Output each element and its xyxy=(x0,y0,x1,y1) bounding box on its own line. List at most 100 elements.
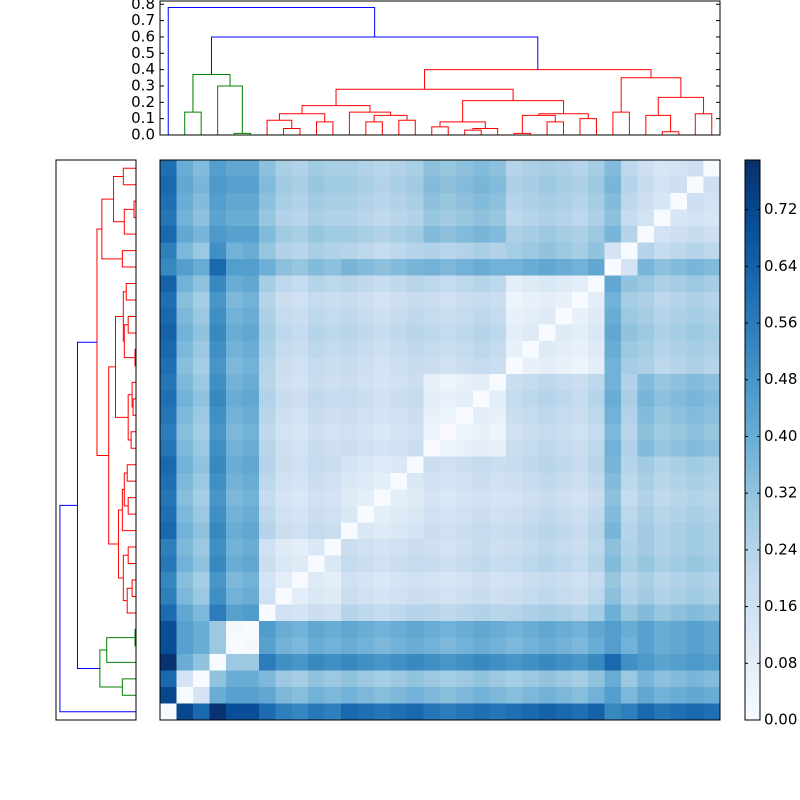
heatmap-cell xyxy=(522,604,540,622)
heatmap-cell xyxy=(209,225,227,243)
heatmap-cell xyxy=(341,670,359,688)
heatmap-cell xyxy=(687,160,704,177)
heatmap-cell xyxy=(324,571,342,589)
heatmap-cell xyxy=(456,225,474,243)
heatmap-cell xyxy=(588,160,606,177)
heatmap-cell xyxy=(209,374,227,391)
heatmap-cell xyxy=(242,324,260,342)
heatmap-cell xyxy=(308,258,326,276)
heatmap-cell xyxy=(291,472,309,490)
heatmap-cell xyxy=(423,637,441,655)
heatmap-cell xyxy=(654,324,671,342)
heatmap-cell xyxy=(407,308,424,326)
heatmap-cell xyxy=(308,160,326,177)
heatmap-cell xyxy=(604,357,622,375)
heatmap-cell xyxy=(703,357,721,375)
dendrogram-link xyxy=(424,69,652,90)
heatmap-cell xyxy=(621,440,639,457)
heatmap-cell xyxy=(423,176,441,194)
heatmap-cell xyxy=(588,588,606,606)
heatmap-cell xyxy=(423,687,441,704)
heatmap-cell xyxy=(291,407,309,424)
heatmap-cell xyxy=(374,291,391,309)
heatmap-cell xyxy=(637,258,655,276)
heatmap-cell xyxy=(588,555,606,573)
heatmap-cell xyxy=(522,670,540,688)
heatmap-cell xyxy=(571,654,589,671)
heatmap-cell xyxy=(176,357,194,375)
heatmap-cell xyxy=(407,588,424,606)
dendrogram-link xyxy=(127,497,136,515)
heatmap-cell xyxy=(670,621,688,639)
heatmap-cell xyxy=(621,654,639,671)
heatmap-cell xyxy=(291,324,309,342)
heatmap-cell xyxy=(291,604,309,622)
heatmap-cell xyxy=(308,291,326,309)
heatmap-cell xyxy=(637,176,655,194)
heatmap-cell xyxy=(324,687,342,704)
heatmap-cell xyxy=(621,423,639,441)
heatmap-cell xyxy=(654,571,671,589)
heatmap-cell xyxy=(555,160,573,177)
heatmap-cell xyxy=(687,588,704,606)
heatmap-cell xyxy=(538,703,556,721)
heatmap-cell xyxy=(341,637,359,655)
heatmap-cell xyxy=(604,440,622,457)
heatmap-cell xyxy=(538,407,556,424)
heatmap-cell xyxy=(390,341,408,359)
heatmap-cell xyxy=(489,423,507,441)
heatmap-cell xyxy=(440,324,457,342)
heatmap-cell xyxy=(390,588,408,606)
heatmap-cell xyxy=(703,242,721,260)
heatmap-cell xyxy=(440,225,457,243)
heatmap-cell xyxy=(440,291,457,309)
heatmap-cell xyxy=(538,588,556,606)
heatmap-cell xyxy=(604,176,622,194)
heatmap-cell xyxy=(192,440,210,457)
heatmap-cell xyxy=(374,390,391,408)
dendrogram-link xyxy=(462,100,565,122)
heatmap-cell xyxy=(555,654,573,671)
heatmap-cell xyxy=(275,390,293,408)
heatmap-cell xyxy=(637,588,655,606)
heatmap-cell xyxy=(456,588,474,606)
heatmap-cell xyxy=(489,374,507,391)
heatmap-cell xyxy=(225,456,243,474)
heatmap-cell xyxy=(308,390,326,408)
heatmap-cell xyxy=(588,571,606,589)
heatmap-cell xyxy=(258,308,276,326)
heatmap-cell xyxy=(291,258,309,276)
heatmap-cell xyxy=(670,275,688,293)
heatmap-cell xyxy=(423,407,441,424)
heatmap-cell xyxy=(571,407,589,424)
heatmap-cell xyxy=(505,374,523,391)
heatmap-cell xyxy=(407,703,424,721)
heatmap-cell xyxy=(505,192,523,210)
heatmap-cell xyxy=(423,357,441,375)
heatmap-cell xyxy=(654,308,671,326)
heatmap-cell xyxy=(555,407,573,424)
heatmap-cell xyxy=(489,209,507,227)
heatmap-cell xyxy=(456,604,474,622)
heatmap-cell xyxy=(654,522,671,540)
heatmap-cell xyxy=(242,670,260,688)
heatmap-cell xyxy=(357,160,375,177)
dendrogram-link xyxy=(123,472,129,507)
heatmap-cell xyxy=(192,242,210,260)
heatmap-cell xyxy=(225,176,243,194)
heatmap-cell xyxy=(160,275,177,293)
heatmap-cell xyxy=(192,291,210,309)
dendrogram-link xyxy=(125,283,136,301)
dendrogram-link xyxy=(123,324,136,359)
heatmap-cell xyxy=(192,341,210,359)
heatmap-cell xyxy=(324,324,342,342)
heatmap-cell xyxy=(242,357,260,375)
heatmap-cell xyxy=(703,472,721,490)
heatmap-cell xyxy=(637,225,655,243)
heatmap-cell xyxy=(291,209,309,227)
heatmap-cell xyxy=(687,423,704,441)
heatmap-cell xyxy=(604,670,622,688)
heatmap-cell xyxy=(275,242,293,260)
heatmap-cell xyxy=(538,209,556,227)
heatmap-cell xyxy=(374,604,391,622)
